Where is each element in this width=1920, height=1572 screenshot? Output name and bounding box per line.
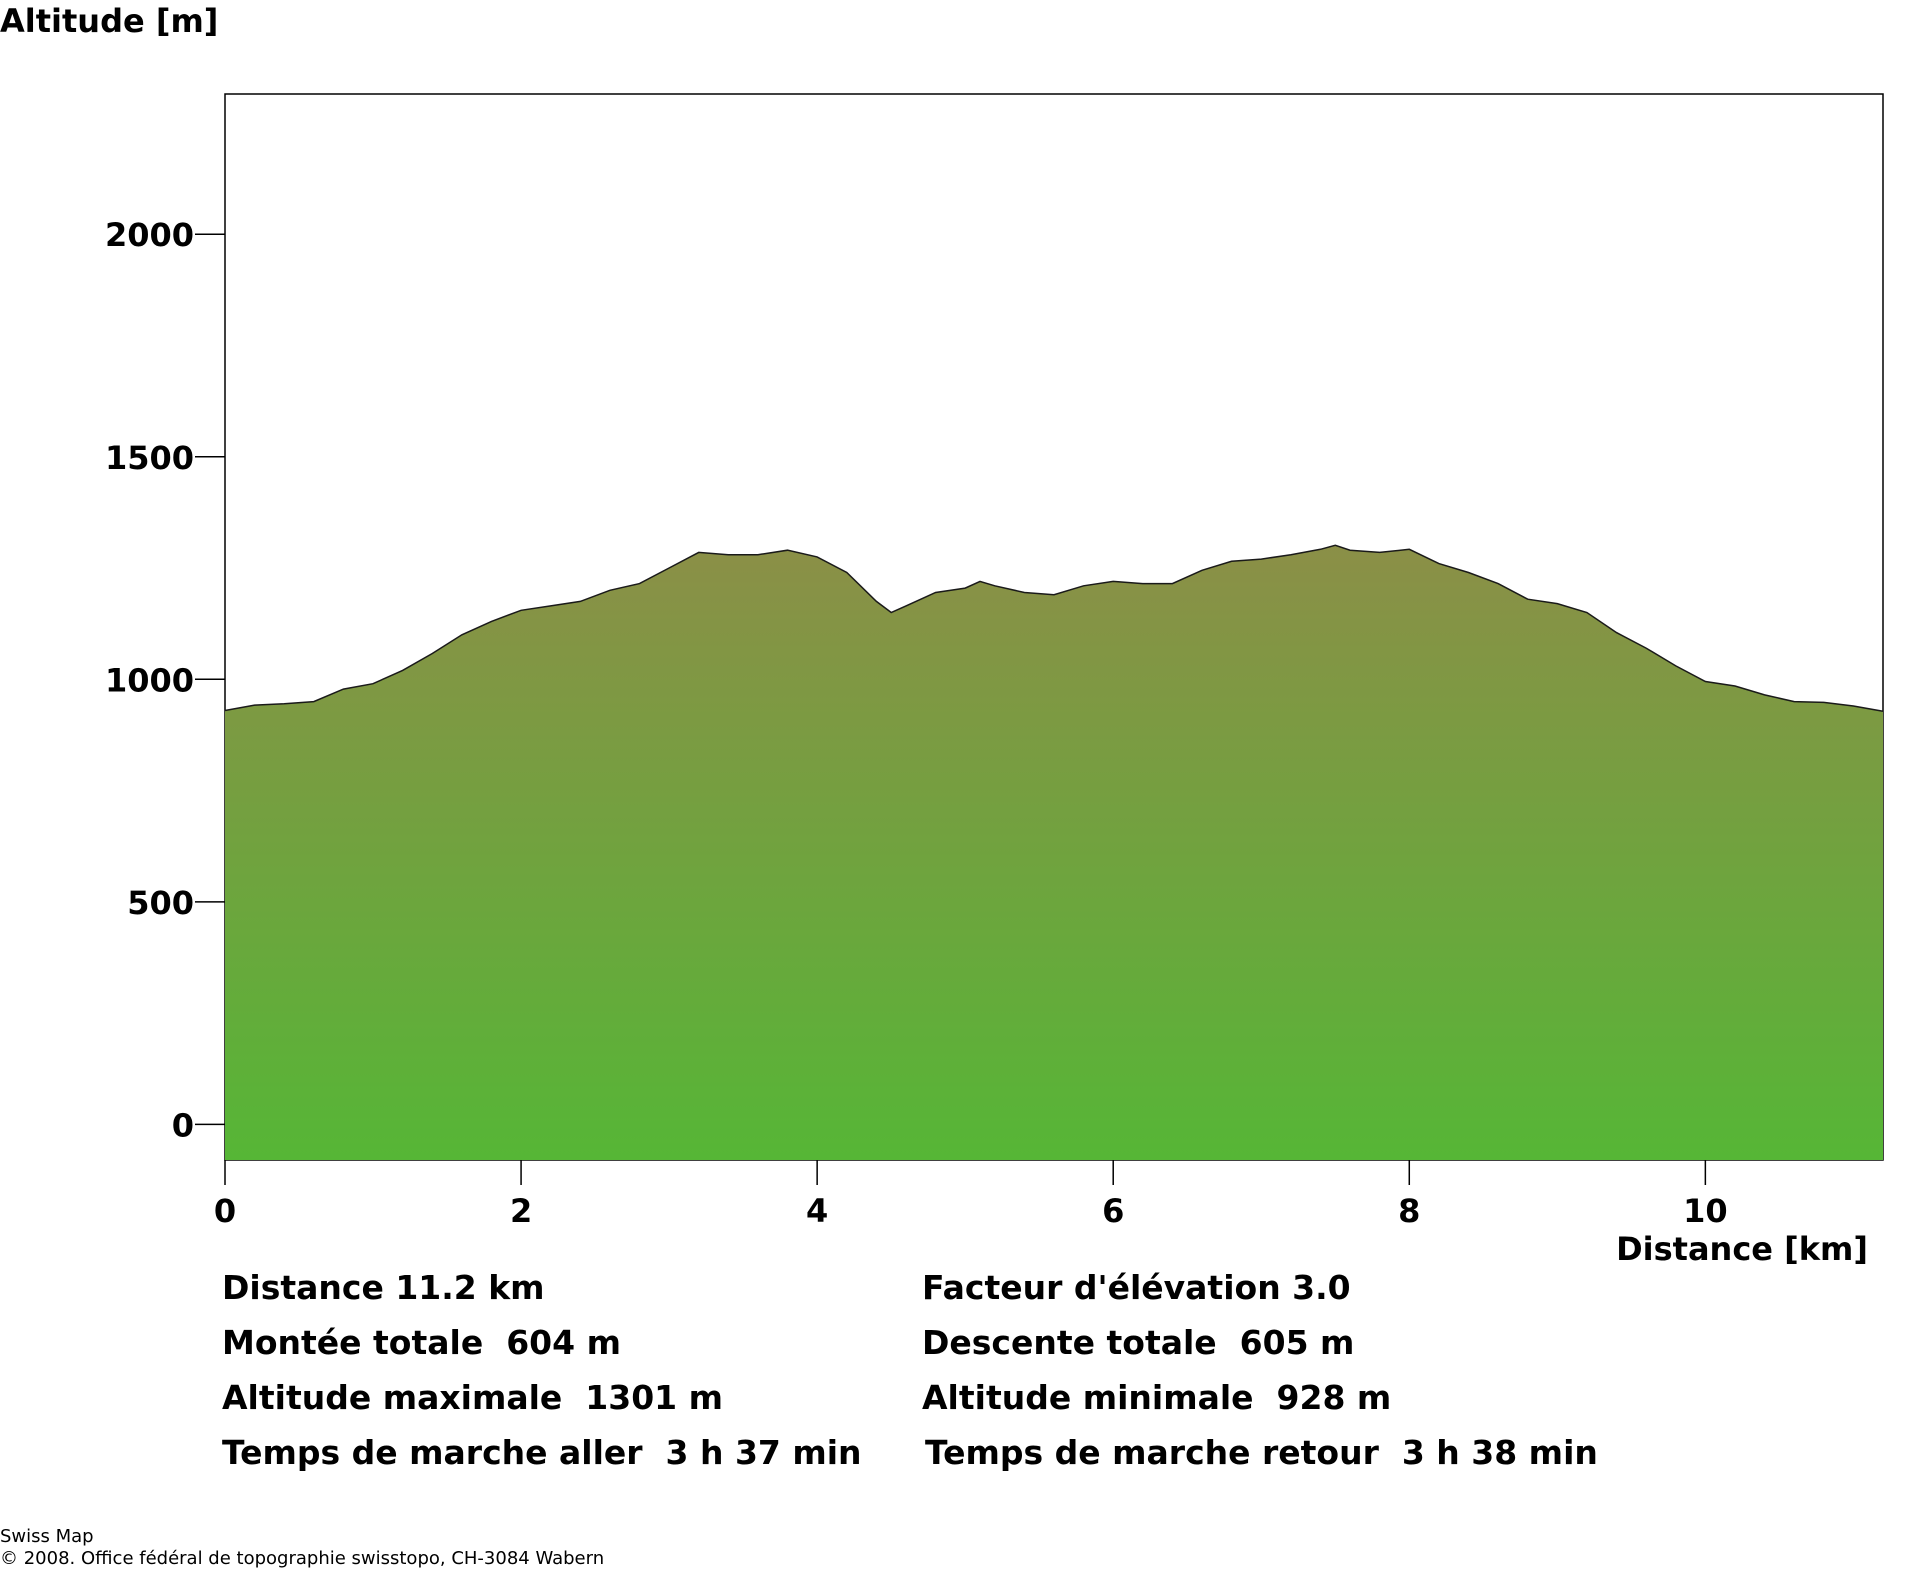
- credit-copyright: © 2008. Office fédéral de topographie sw…: [0, 1548, 605, 1569]
- elevation-area: [225, 545, 1883, 1160]
- stat-walk-time-out: Temps de marche aller 3 h 37 min: [222, 1433, 862, 1472]
- stat-total-descent: Descente totale 605 m: [922, 1323, 1355, 1362]
- x-tick-label: 6: [1102, 1192, 1124, 1230]
- stat-walk-time-return: Temps de marche retour 3 h 38 min: [925, 1433, 1598, 1472]
- y-axis-label: Altitude [m]: [0, 2, 218, 40]
- stat-total-ascent: Montée totale 604 m: [222, 1323, 621, 1362]
- y-tick-label: 0: [172, 1106, 194, 1144]
- x-tick-label: 2: [510, 1192, 532, 1230]
- x-axis-label: Distance [km]: [1616, 1230, 1868, 1268]
- y-tick-label: 1000: [105, 661, 194, 699]
- x-tick-label: 10: [1683, 1192, 1728, 1230]
- credit-title: Swiss Map: [0, 1526, 94, 1547]
- x-tick-label: 8: [1398, 1192, 1420, 1230]
- y-tick-label: 1500: [105, 439, 194, 477]
- x-tick-label: 0: [214, 1192, 236, 1230]
- elevation-line: [224, 544, 1884, 713]
- stat-max-altitude: Altitude maximale 1301 m: [222, 1378, 723, 1417]
- x-tick-label: 4: [806, 1192, 828, 1230]
- stat-distance: Distance 11.2 km: [222, 1268, 545, 1307]
- stat-min-altitude: Altitude minimale 928 m: [922, 1378, 1392, 1417]
- y-tick-label: 2000: [105, 216, 194, 254]
- y-tick-label: 500: [127, 884, 194, 922]
- stat-elevation-factor: Facteur d'élévation 3.0: [922, 1268, 1351, 1307]
